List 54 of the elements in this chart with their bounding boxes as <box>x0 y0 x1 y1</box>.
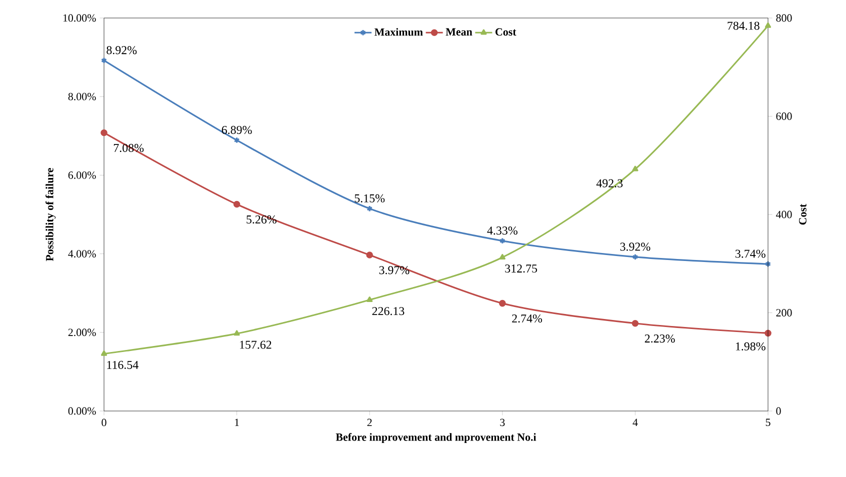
x-axis-title: Before improvement and mprovement No.i <box>336 433 536 444</box>
point <box>100 350 108 356</box>
data-label: 784.18 <box>728 22 760 30</box>
point <box>366 205 373 212</box>
point <box>632 166 638 172</box>
y2-tick-label: 0 <box>776 407 781 415</box>
point <box>499 237 506 244</box>
x-tick-label: 1 <box>235 418 239 426</box>
data-label: 116.54 <box>107 360 138 370</box>
point <box>233 200 240 208</box>
y2-tick-label: 800 <box>776 14 792 22</box>
data-label: 1.98% <box>736 342 766 350</box>
point <box>499 300 506 307</box>
data-label: 8.92% <box>106 46 137 54</box>
data-label: 4.33% <box>487 226 518 235</box>
point <box>632 254 638 260</box>
point <box>100 129 108 136</box>
y-tick-label: 2.00% <box>68 328 96 336</box>
x-tick-label: 4 <box>632 418 638 426</box>
point <box>366 252 373 258</box>
y2-tick-label: 400 <box>776 210 792 218</box>
x-tick-label: 5 <box>766 418 770 426</box>
x-tick-label: 0 <box>102 418 106 426</box>
point <box>632 320 639 327</box>
data-label: 157.62 <box>240 340 272 349</box>
y2-tick-label: 600 <box>776 112 792 120</box>
y-tick-label: 4.00% <box>68 250 96 258</box>
legend-label: Cost <box>496 28 516 36</box>
data-label: 2.74% <box>512 314 542 323</box>
y-tick-label: 0.00% <box>68 407 96 415</box>
data-label: 6.89% <box>222 126 252 134</box>
point <box>764 22 772 28</box>
data-label: 3.74% <box>736 250 766 258</box>
data-label: 226.13 <box>372 307 404 316</box>
y-tick-label: 8.00% <box>68 92 96 100</box>
x-tick-label: 2 <box>367 418 372 426</box>
y2-tick-label: 200 <box>776 309 792 316</box>
y-tick-label: 6.00% <box>68 171 96 179</box>
point <box>499 254 506 260</box>
data-label: 3.97% <box>379 266 410 274</box>
point <box>234 330 240 336</box>
y-axis-title: Possibility of failure <box>46 168 56 262</box>
data-label: 2.23% <box>644 334 675 343</box>
point <box>366 296 373 302</box>
data-label: 5.15% <box>354 194 385 202</box>
data-label: 5.26% <box>246 215 276 224</box>
data-label: 3.92% <box>620 242 650 251</box>
y2-axis-title: Cost <box>799 204 806 225</box>
point <box>234 136 240 144</box>
legend-label: Mean <box>446 28 472 36</box>
x-tick-label: 3 <box>500 418 505 426</box>
data-label: 312.75 <box>505 264 538 273</box>
legend-label: Maximum <box>374 28 423 36</box>
y-tick-label: 10.00% <box>63 14 96 22</box>
